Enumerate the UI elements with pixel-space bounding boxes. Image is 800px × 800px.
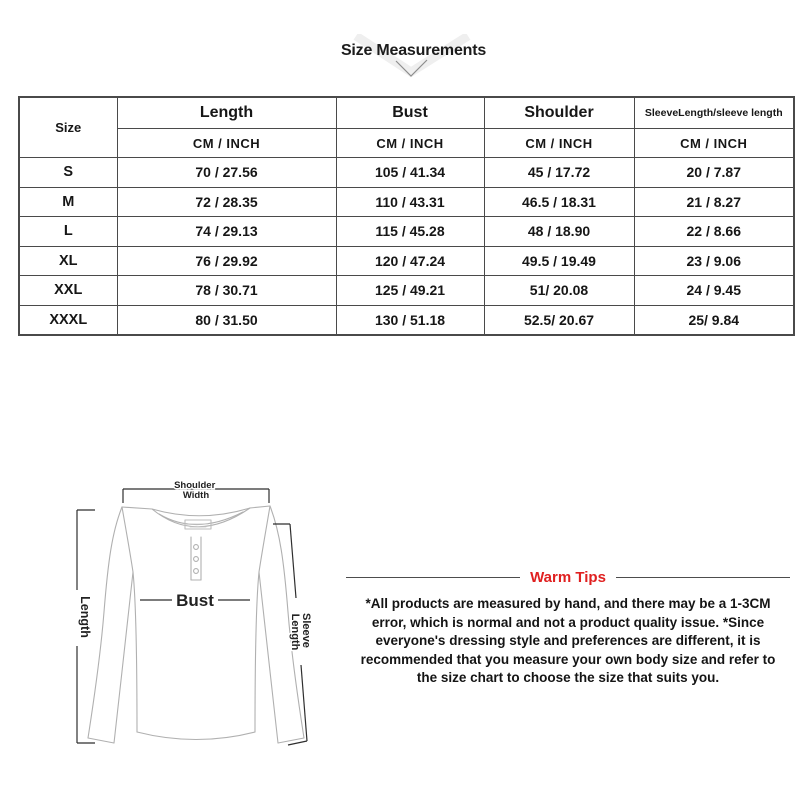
size-cell: M: [18, 186, 118, 217]
column-header-shoulder: Shoulder: [483, 96, 635, 129]
chevron-down-icon: [395, 59, 428, 77]
table-row: XL 76 / 29.92 120 / 47.24 49.5 / 19.49 2…: [18, 245, 795, 276]
length-bracket: [76, 509, 95, 744]
table-row: XXL 78 / 30.71 125 / 49.21 51/ 20.08 24 …: [18, 275, 795, 306]
shoulder-cell: 45 / 17.72: [483, 157, 635, 188]
unit-cell: CM / INCH: [633, 128, 795, 158]
length-cell: 74 / 29.13: [116, 216, 337, 247]
size-table: Size Length Bust Shoulder SleeveLength/s…: [18, 96, 795, 336]
table-unit-row: CM / INCH CM / INCH CM / INCH CM / INCH: [19, 128, 795, 158]
length-cell: 70 / 27.56: [116, 157, 337, 188]
shoulder-cell: 51/ 20.08: [483, 275, 635, 306]
sleeve-cell: 25/ 9.84: [633, 304, 795, 336]
length-cell: 72 / 28.35: [116, 186, 337, 217]
bust-label: Bust: [176, 591, 214, 610]
unit-cell: CM / INCH: [116, 128, 337, 158]
shoulder-width-label: Shoulder Width: [174, 480, 218, 501]
warm-tips-line: error, which is normal and not a product…: [371, 614, 765, 630]
size-cell: L: [18, 216, 118, 247]
warm-tips-line: everyone's dressing style and preference…: [375, 633, 761, 648]
column-header-size: Size: [18, 96, 118, 158]
length-label: Length: [78, 596, 92, 638]
warm-tips-line: the size chart to choose the size that s…: [416, 670, 720, 685]
length-cell: 78 / 30.71: [116, 275, 337, 306]
table-row: XXXL 80 / 31.50 130 / 51.18 52.5/ 20.67 …: [18, 304, 795, 336]
sleeve-cell: 24 / 9.45: [633, 275, 795, 306]
divider: [615, 577, 791, 578]
sleeve-cell: 21 / 8.27: [633, 186, 795, 217]
shoulder-cell: 52.5/ 20.67: [483, 304, 635, 336]
warm-tips-paragraph: *All products are measured by hand, and …: [340, 595, 796, 688]
sleeve-cell: 20 / 7.87: [633, 157, 795, 188]
unit-cell: CM / INCH: [483, 128, 635, 158]
warm-tips-line: *All products are measured by hand, and …: [365, 596, 771, 611]
table-row: L 74 / 29.13 115 / 45.28 48 / 18.90 22 /…: [18, 216, 795, 247]
sleeve-length-bracket: [273, 523, 308, 746]
table-row: S 70 / 27.56 105 / 41.34 45 / 17.72 20 /…: [18, 157, 795, 188]
length-cell: 76 / 29.92: [116, 245, 337, 276]
sleeve-cell: 23 / 9.06: [633, 245, 795, 276]
shoulder-width-bracket: [122, 488, 270, 503]
sleeve-length-label: Sleeve Length: [289, 613, 312, 651]
bust-cell: 120 / 47.24: [335, 245, 485, 276]
table-row: M 72 / 28.35 110 / 43.31 46.5 / 18.31 21…: [18, 186, 795, 217]
bust-cell: 110 / 43.31: [335, 186, 485, 217]
column-header-bust: Bust: [335, 96, 485, 129]
column-header-sleeve: SleeveLength/sleeve length: [633, 96, 795, 129]
bust-cell: 125 / 49.21: [335, 275, 485, 306]
shoulder-cell: 49.5 / 19.49: [483, 245, 635, 276]
divider: [346, 577, 521, 578]
page-title: Size Measurements: [340, 42, 487, 59]
size-cell: XL: [18, 245, 118, 276]
size-cell: XXL: [18, 275, 118, 306]
bust-cell: 105 / 41.34: [335, 157, 485, 188]
warm-tips-title: Warm Tips: [530, 569, 606, 586]
unit-cell: CM / INCH: [335, 128, 485, 158]
size-cell: XXXL: [18, 304, 118, 336]
shoulder-cell: 46.5 / 18.31: [483, 186, 635, 217]
shoulder-cell: 48 / 18.90: [483, 216, 635, 247]
sleeve-cell: 22 / 8.66: [633, 216, 795, 247]
length-cell: 80 / 31.50: [116, 304, 337, 336]
size-cell: S: [18, 157, 118, 188]
bust-cell: 130 / 51.18: [335, 304, 485, 336]
shirt-diagram: Shoulder Width Length Bust Sleeve Length: [38, 450, 350, 800]
table-header-row: Size Length Bust Shoulder SleeveLength/s…: [18, 96, 795, 158]
title-decoration: [353, 34, 471, 78]
warm-tips-line: recommended that you measure your own bo…: [360, 651, 776, 667]
shirt-outline: [87, 505, 305, 744]
warm-tips-header: Warm Tips: [346, 569, 791, 586]
bust-cell: 115 / 45.28: [335, 216, 485, 247]
watermark-chevron-icon: [353, 34, 471, 78]
column-header-length: Length: [116, 96, 337, 129]
